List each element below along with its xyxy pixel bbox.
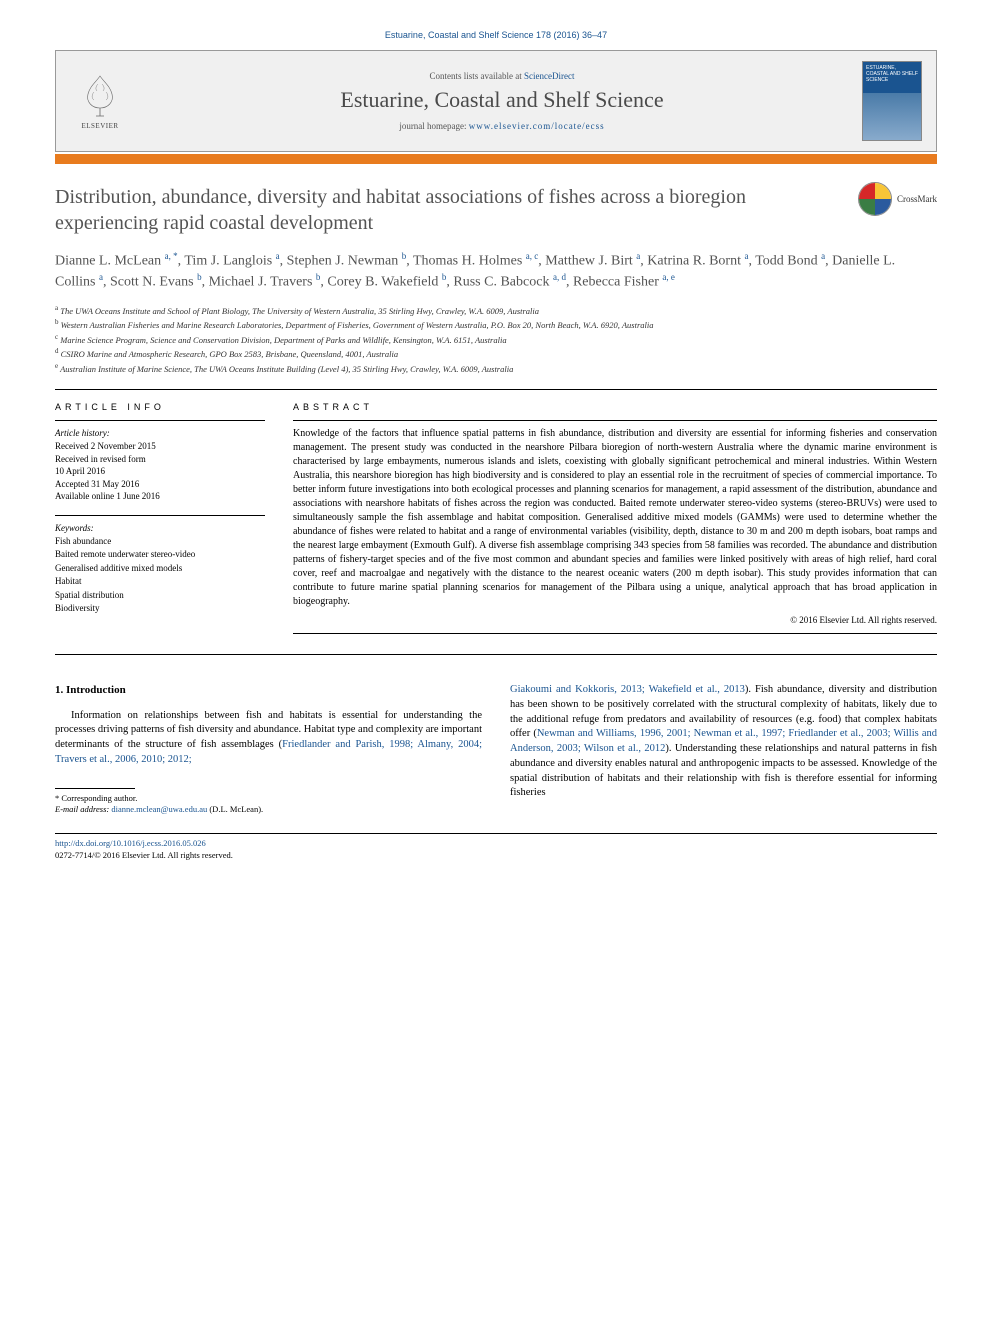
corresponding-author-footnote: * Corresponding author. E-mail address: … [55,793,482,815]
divider [55,389,937,390]
contents-prefix: Contents lists available at [430,71,524,81]
section-number: 1. [55,684,63,696]
footer-block: http://dx.doi.org/10.1016/j.ecss.2016.05… [55,838,937,862]
article-history-block: Article history: Received 2 November 201… [55,427,265,503]
body-column-right: Giakoumi and Kokkoris, 2013; Wakefield e… [510,683,937,814]
keywords-block: Keywords: Fish abundanceBaited remote un… [55,522,265,616]
abstract-column: ABSTRACT Knowledge of the factors that i… [293,402,937,640]
crossmark-badge[interactable]: CrossMark [858,182,937,216]
article-title: Distribution, abundance, diversity and h… [55,184,937,236]
abstract-copyright: © 2016 Elsevier Ltd. All rights reserved… [293,615,937,625]
crossmark-label: CrossMark [897,194,937,204]
crossmark-icon [858,182,892,216]
email-suffix: (D.L. McLean). [209,804,263,814]
section-heading-intro: 1. Introduction [55,683,482,698]
journal-cover-thumbnail: ESTUARINE, COASTAL AND SHELF SCIENCE [862,61,922,141]
intro-paragraph-right: Giakoumi and Kokkoris, 2013; Wakefield e… [510,683,937,801]
elsevier-tree-icon [76,72,124,120]
section-title: Introduction [66,684,126,696]
article-info-column: ARTICLE INFO Article history: Received 2… [55,402,265,640]
elsevier-logo: ELSEVIER [70,66,130,136]
body-column-left: 1. Introduction Information on relations… [55,683,482,814]
elsevier-label: ELSEVIER [81,122,118,130]
journal-header-box: ELSEVIER Contents lists available at Sci… [55,50,937,152]
issn-copyright: 0272-7714/© 2016 Elsevier Ltd. All right… [55,850,233,860]
doi-link[interactable]: http://dx.doi.org/10.1016/j.ecss.2016.05… [55,838,206,848]
author-email-link[interactable]: dianne.mclean@uwa.edu.au [111,804,207,814]
abstract-text: Knowledge of the factors that influence … [293,427,937,609]
article-info-heading: ARTICLE INFO [55,402,265,412]
history-label: Article history: [55,427,265,440]
contents-available-line: Contents lists available at ScienceDirec… [142,71,862,81]
abstract-heading: ABSTRACT [293,402,937,412]
header-citation: Estuarine, Coastal and Shelf Science 178… [55,30,937,40]
orange-accent-bar [55,154,937,164]
email-label: E-mail address: [55,804,109,814]
journal-title: Estuarine, Coastal and Shelf Science [142,87,862,113]
corresponding-label: * Corresponding author. [55,793,482,804]
homepage-prefix: journal homepage: [399,121,468,131]
authors-list: Dianne L. McLean a, *, Tim J. Langlois a… [55,250,937,293]
sciencedirect-link[interactable]: ScienceDirect [524,71,574,81]
keywords-label: Keywords: [55,522,265,535]
body-columns: 1. Introduction Information on relations… [55,683,937,814]
journal-homepage-link[interactable]: www.elsevier.com/locate/ecss [469,121,605,131]
citation-link-2[interactable]: Giakoumi and Kokkoris, 2013; Wakefield e… [510,684,745,695]
journal-homepage-line: journal homepage: www.elsevier.com/locat… [142,121,862,131]
affiliations-list: a The UWA Oceans Institute and School of… [55,303,937,376]
intro-paragraph-left: Information on relationships between fis… [55,709,482,768]
cover-label: ESTUARINE, COASTAL AND SHELF SCIENCE [863,62,921,86]
